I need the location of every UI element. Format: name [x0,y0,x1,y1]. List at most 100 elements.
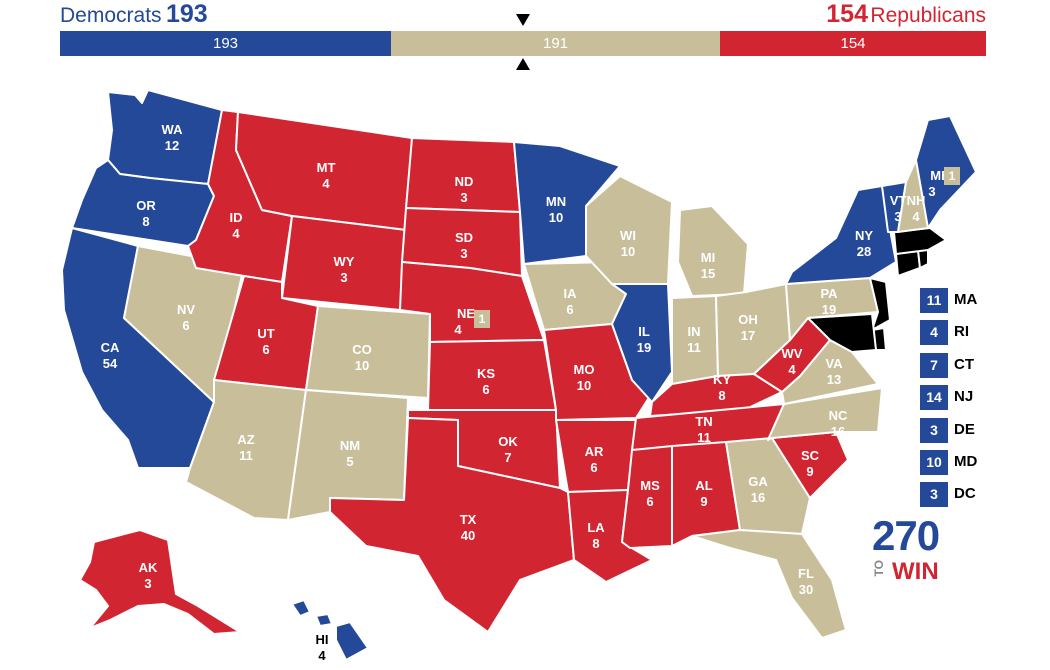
state-ny[interactable] [785,185,897,285]
electoral-vote-bar: 193 191 154 [60,31,986,56]
small-state-ev-box: 4 [920,320,948,345]
state-label-co: CO [352,342,372,357]
bar-segment-tossup: 191 [391,31,720,56]
state-ev-mi: 15 [701,266,715,281]
state-il[interactable] [611,283,673,403]
small-state-abbr: NJ [954,388,974,405]
state-label-hi: HI [316,632,329,647]
state-ev-pa: 19 [822,302,836,317]
state-ev-tn: 11 [697,430,711,445]
bar-segment-republicans: 154 [720,31,986,56]
state-label-ga: GA [748,474,768,489]
state-label-ok: OK [498,434,518,449]
republicans-label: Republicans [870,4,986,27]
state-ev-al: 9 [700,494,707,509]
state-label-sd: SD [455,230,473,245]
state-ev-ut: 6 [262,342,269,357]
state-ev-or: 8 [142,214,149,229]
state-label-ar: AR [585,444,604,459]
logo-number: 270 [872,512,940,559]
midpoint-down-arrow-icon [516,14,530,26]
state-label-oh: OH [738,312,758,327]
small-state-abbr: MA [954,291,978,308]
state-label-id: ID [230,210,243,225]
state-label-wy: WY [334,254,355,269]
nebraska-district-chip[interactable]: 1 [474,310,490,328]
state-ev-co: 10 [355,358,369,373]
state-ev-id: 4 [232,226,240,241]
state-ev-ks: 6 [482,382,489,397]
270towin-logo: 270 TO WIN [872,512,952,586]
state-label-ne: NE [457,306,475,321]
state-ev-ak: 3 [144,576,151,591]
state-ev-nh: 4 [912,209,920,224]
state-label-nd: ND [455,174,474,189]
state-hi[interactable] [291,599,369,661]
state-label-ak: AK [139,560,158,575]
state-ev-nc: 16 [831,424,845,439]
state-label-mi: MI [701,250,715,265]
state-label-sc: SC [801,448,820,463]
state-label-ny: NY [855,228,873,243]
small-state-ev-box: 3 [920,482,948,507]
state-label-nm: NM [340,438,360,453]
logo-win: WIN [892,558,939,585]
state-ev-ia: 6 [566,302,573,317]
state-ak[interactable] [79,529,241,635]
state-label-al: AL [695,478,712,493]
state-label-ca: CA [101,340,120,355]
small-state-ev-box: 14 [920,385,948,410]
state-label-or: OR [136,198,156,213]
state-label-tx: TX [460,512,477,527]
state-label-mn: MN [546,194,566,209]
state-label-in: IN [688,324,701,339]
state-label-vt: VT [890,193,907,208]
state-label-ia: IA [564,286,578,301]
state-ev-nv: 6 [182,318,189,333]
small-state-ev-box: 11 [920,288,948,313]
state-ri[interactable] [917,249,929,269]
small-state-ev-box: 10 [920,450,948,475]
state-ev-hi: 4 [318,648,326,663]
state-label-nv: NV [177,302,195,317]
state-label-ks: KS [477,366,495,381]
state-ev-ca: 54 [103,356,118,371]
state-fl[interactable] [691,529,847,639]
logo-to: TO [872,560,886,577]
state-ev-nm: 5 [346,454,353,469]
state-ev-oh: 17 [741,328,755,343]
state-wa[interactable] [107,89,223,185]
state-ev-wv: 4 [788,362,796,377]
state-label-wa: WA [162,122,184,137]
maine-district-chip[interactable]: 1 [944,167,960,185]
state-ev-wa: 12 [165,138,179,153]
state-ga[interactable] [725,437,811,535]
state-label-nh: NH [907,193,926,208]
state-ev-la: 8 [592,536,599,551]
state-tx[interactable] [329,417,575,633]
democrats-total: 193 [166,0,208,28]
state-ev-va: 13 [827,372,841,387]
state-ev-ga: 16 [751,490,765,505]
state-ev-ar: 6 [590,460,597,475]
state-ev-fl: 30 [799,582,813,597]
state-ev-mt: 4 [322,176,330,191]
small-state-abbr: DE [954,421,975,438]
small-state-ev-box: 7 [920,353,948,378]
republicans-total: 154 [826,0,868,28]
state-ev-ok: 7 [504,450,511,465]
state-ev-sc: 9 [806,464,813,479]
state-ev-in: 11 [687,340,701,355]
state-md[interactable] [807,313,877,353]
state-ev-mn: 10 [549,210,563,225]
state-ev-ny: 28 [857,244,871,259]
state-ev-wi: 10 [621,244,635,259]
state-label-la: LA [587,520,605,535]
state-ev-ky: 8 [718,388,725,403]
state-ev-sd: 3 [460,246,467,261]
state-ev-nd: 3 [460,190,467,205]
state-label-ky: KY [713,372,731,387]
democrats-label: Democrats [60,4,162,27]
state-nj[interactable] [869,277,891,331]
state-ev-il: 19 [637,340,651,355]
